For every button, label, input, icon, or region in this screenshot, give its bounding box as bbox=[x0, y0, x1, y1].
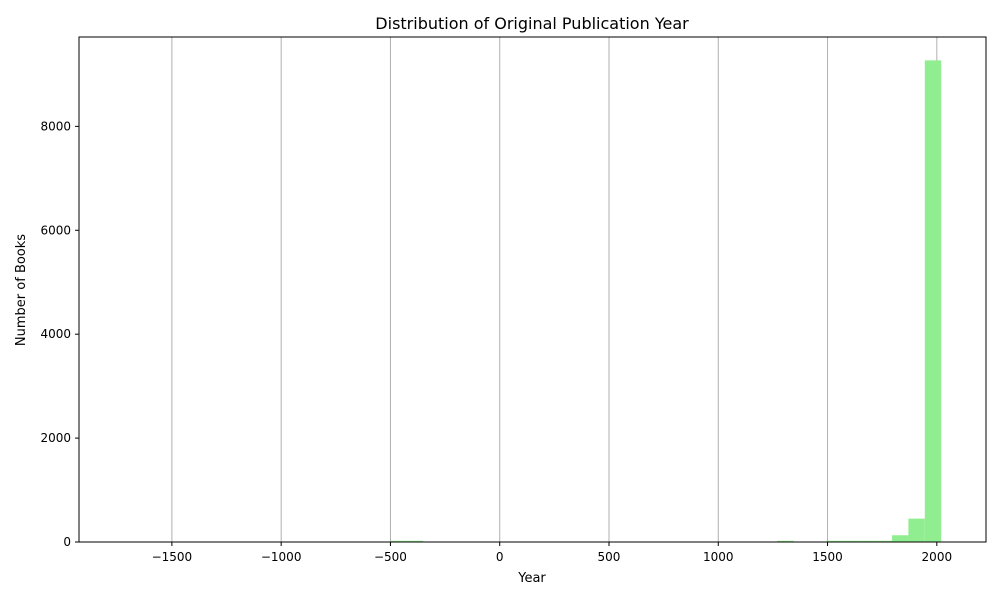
x-tick-label-5: 1000 bbox=[703, 550, 734, 564]
chart-title: Distribution of Original Publication Yea… bbox=[375, 14, 689, 33]
y-tick-label-3: 6000 bbox=[40, 223, 71, 237]
histogram-bars bbox=[390, 60, 942, 542]
histogram-bar-8 bbox=[908, 518, 925, 542]
histogram-bar-1 bbox=[406, 540, 424, 542]
y-tick-label-2: 4000 bbox=[40, 327, 71, 341]
plot-frame bbox=[78, 36, 987, 543]
histogram-bar-2 bbox=[777, 540, 794, 542]
grid-lines bbox=[171, 37, 938, 542]
x-tick-label-7: 2000 bbox=[922, 550, 953, 564]
histogram-bar-5 bbox=[859, 540, 876, 542]
histogram-bar-0 bbox=[390, 540, 407, 542]
y-axis-label: Number of Books bbox=[14, 234, 29, 346]
histogram-bar-4 bbox=[842, 540, 860, 542]
histogram-bar-3 bbox=[826, 540, 843, 542]
x-tick-label-3: 0 bbox=[496, 550, 504, 564]
x-tick-label-6: 1500 bbox=[812, 550, 843, 564]
y-axis-ticks: 0 2000 4000 6000 8000 bbox=[40, 119, 79, 549]
y-tick-label-1: 2000 bbox=[40, 431, 71, 445]
x-tick-label-1: −1000 bbox=[261, 550, 302, 564]
x-axis-ticks: −1500 −1000 −500 0 500 1000 1500 2000 bbox=[152, 542, 953, 564]
y-tick-label-0: 0 bbox=[63, 535, 71, 549]
histogram-bar-9 bbox=[924, 60, 942, 542]
y-tick-label-4: 8000 bbox=[40, 119, 71, 133]
x-tick-label-0: −1500 bbox=[152, 550, 193, 564]
x-tick-label-2: −500 bbox=[374, 550, 407, 564]
x-axis-label: Year bbox=[517, 571, 546, 586]
x-tick-label-4: 500 bbox=[598, 550, 621, 564]
histogram-bar-7 bbox=[892, 535, 909, 542]
histogram-bar-6 bbox=[875, 540, 893, 542]
